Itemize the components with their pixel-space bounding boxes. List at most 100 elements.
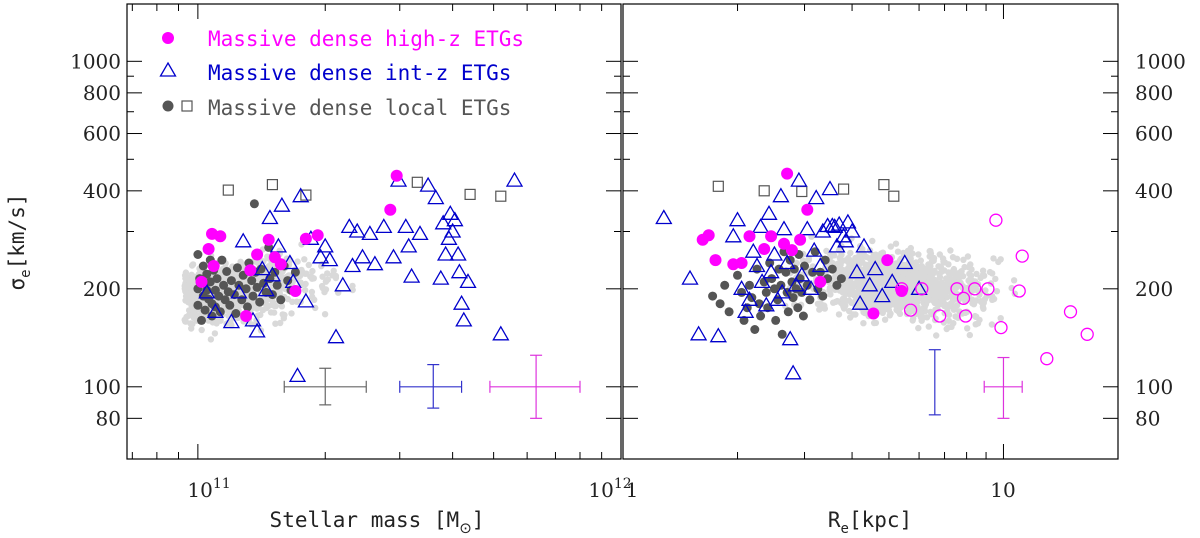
y-axis-label-base: σ <box>5 278 29 291</box>
local-etg-point <box>252 282 262 292</box>
background-point <box>270 309 278 316</box>
background-point <box>301 256 308 263</box>
high-z-etg-point <box>299 232 312 245</box>
background-point <box>897 304 904 311</box>
background-point <box>198 326 205 334</box>
int-z-etg-point <box>724 227 742 243</box>
background-point <box>835 311 843 318</box>
local-etg-point <box>231 309 241 318</box>
local-etg-point <box>202 269 212 279</box>
local-etg-point <box>777 329 787 339</box>
background-point <box>896 310 904 317</box>
y-axis-label-unit: [km/s] <box>5 194 29 270</box>
background-point <box>849 283 856 290</box>
int-z-etg-point <box>222 313 241 329</box>
int-z-etg-point <box>450 263 469 279</box>
high-z-etg-point <box>262 233 275 246</box>
int-z-etg-point <box>366 255 384 271</box>
int-z-etg-point <box>689 325 708 341</box>
background-point <box>969 300 976 307</box>
int-z-etg-point <box>436 245 455 261</box>
background-point <box>914 263 921 270</box>
int-z-etg-point <box>655 209 673 225</box>
background-point <box>248 321 255 328</box>
local-etg-point <box>197 315 206 325</box>
local-etg-point <box>241 284 251 294</box>
background-point <box>964 253 972 260</box>
background-point <box>185 299 192 306</box>
legend: Massive dense high-z ETGs Massive dense … <box>159 27 524 120</box>
background-point <box>881 316 889 323</box>
int-z-etg-point <box>762 263 780 279</box>
right-x-axis-label-unit: [kpc] <box>849 508 912 532</box>
background-point <box>278 303 286 310</box>
local-etg-point <box>832 280 842 290</box>
int-z-etg-point <box>198 283 216 299</box>
int-z-etg-point <box>826 218 844 234</box>
int-z-etg-point <box>432 269 450 285</box>
background-point <box>862 261 869 268</box>
high-z-etg-open-point <box>903 303 918 317</box>
background-point <box>865 296 872 303</box>
background-point <box>943 275 950 282</box>
local-etg-point <box>276 295 286 305</box>
high-z-etg-point <box>244 264 257 277</box>
local-etg-square <box>300 189 312 201</box>
local-etg-point <box>232 263 242 273</box>
background-point <box>892 240 900 247</box>
background-point <box>182 269 190 276</box>
high-z-etg-point <box>781 167 794 180</box>
background-point <box>980 305 987 312</box>
int-z-etg-point <box>896 254 914 270</box>
int-z-etg-point <box>866 260 884 276</box>
background-point <box>956 273 964 281</box>
high-z-etg-point <box>390 169 403 182</box>
background-point <box>830 299 837 306</box>
background-point <box>933 332 940 339</box>
int-z-etg-point <box>814 222 832 238</box>
high-z-etg-open-point <box>933 309 947 323</box>
y-tick-label-right: 100 <box>1135 375 1173 399</box>
int-z-etg-point <box>873 287 891 303</box>
y-axis-label: σe[km/s] <box>5 194 34 291</box>
background-point <box>925 323 932 330</box>
local-etg-square <box>712 180 724 192</box>
int-z-etg-point <box>837 232 855 248</box>
high-z-etg-point <box>794 233 807 246</box>
background-point <box>993 288 1001 295</box>
high-z-etg-point <box>758 243 771 255</box>
int-z-etg-point <box>802 279 820 295</box>
background-point <box>332 272 340 280</box>
high-z-etg-point <box>801 203 814 216</box>
int-z-etg-point <box>327 328 345 344</box>
high-z-etg-point <box>274 258 287 271</box>
background-point <box>307 273 314 280</box>
background-point <box>889 269 896 276</box>
int-z-etg-point <box>793 266 811 282</box>
int-z-etg-point <box>781 330 799 346</box>
background-point <box>250 304 257 311</box>
int-z-etg-point <box>297 292 315 308</box>
x-tick-base: 10 <box>588 478 613 502</box>
local-etg-point <box>810 247 820 257</box>
background-point <box>874 253 881 261</box>
local-etg-point <box>715 299 725 309</box>
int-z-etg-point <box>375 218 393 234</box>
int-z-etg-point <box>397 218 415 234</box>
int-z-etg-point <box>765 245 784 261</box>
background-point <box>322 278 330 285</box>
int-z-etg-point <box>740 290 759 306</box>
int-z-etg-point <box>459 273 477 289</box>
high-z-etg-open-point <box>958 309 973 323</box>
local-etg-square <box>888 190 900 202</box>
local-etg-square <box>495 190 507 202</box>
local-etg-point <box>200 305 210 315</box>
background-point <box>918 266 926 274</box>
high-z-etg-open-point <box>1063 305 1078 319</box>
int-z-etg-point <box>848 263 866 279</box>
int-z-etg-point <box>234 232 252 248</box>
int-z-etg-point <box>753 273 771 289</box>
local-etg-square <box>796 185 808 198</box>
local-etg-point <box>212 274 222 284</box>
int-z-etg-point <box>361 225 379 241</box>
